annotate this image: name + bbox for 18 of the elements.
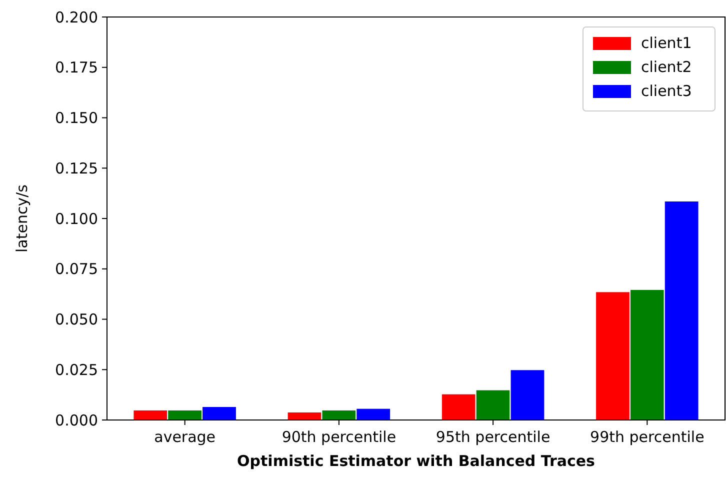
legend-label: client1 xyxy=(641,34,692,52)
y-tick-label: 0.000 xyxy=(55,411,98,430)
legend-label: client3 xyxy=(641,82,692,100)
x-tick-label: 95th percentile xyxy=(436,428,550,446)
y-tick-label: 0.150 xyxy=(55,109,98,127)
x-tick-label: 99th percentile xyxy=(590,428,704,446)
y-tick-label: 0.025 xyxy=(55,360,98,379)
y-tick-label: 0.200 xyxy=(55,8,98,26)
y-axis-title: latency/s xyxy=(13,184,31,252)
x-tick-label: average xyxy=(154,428,216,446)
y-tick-label: 0.050 xyxy=(55,310,98,328)
x-axis-title: Optimistic Estimator with Balanced Traces xyxy=(237,452,596,470)
y-tick-label: 0.175 xyxy=(55,58,98,77)
x-tick-label: 90th percentile xyxy=(282,428,396,446)
legend-label: client2 xyxy=(641,58,692,76)
y-tick-label: 0.125 xyxy=(55,159,98,178)
y-tick-label: 0.075 xyxy=(55,260,98,278)
y-tick-label: 0.100 xyxy=(55,210,98,228)
